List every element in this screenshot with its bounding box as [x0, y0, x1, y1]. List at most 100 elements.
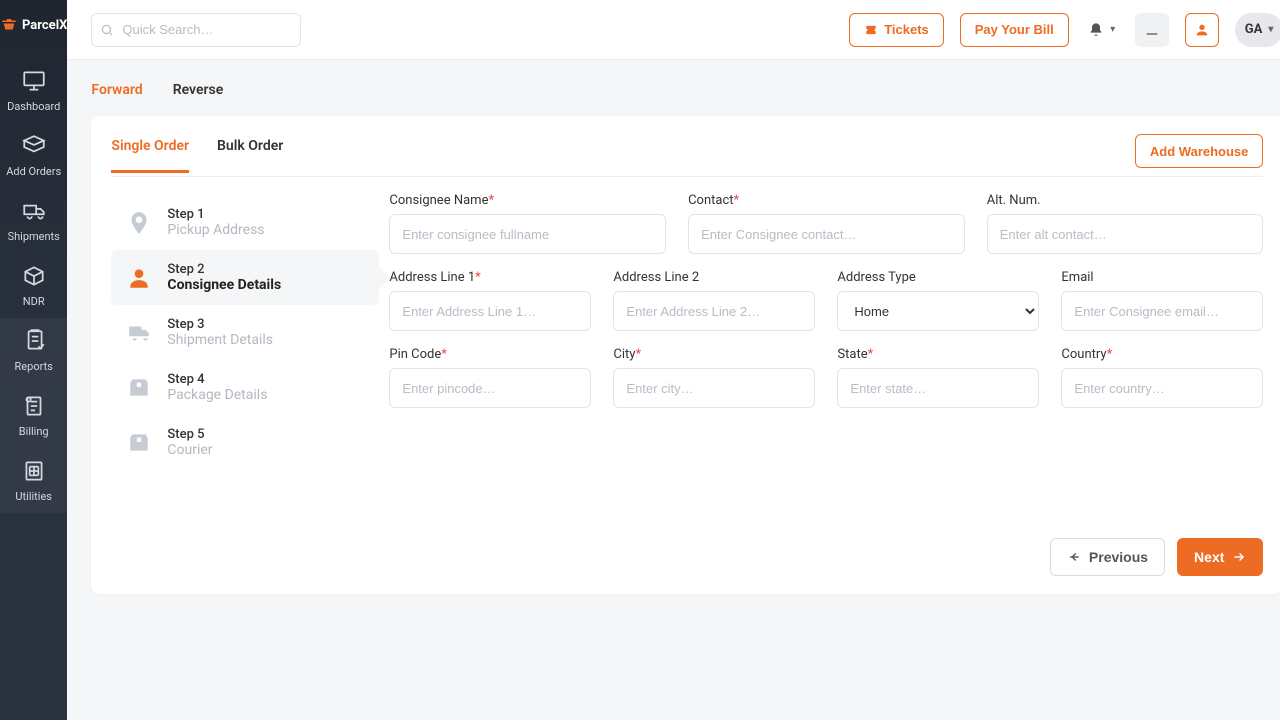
order-card: Single Order Bulk Order Add Warehouse	[91, 116, 1280, 594]
tab-forward[interactable]: Forward	[91, 78, 142, 102]
nav-billing[interactable]: Billing	[0, 383, 67, 448]
field-pincode: Pin Code*	[389, 347, 591, 408]
field-city: City*	[613, 347, 815, 408]
download-button[interactable]	[1135, 13, 1169, 47]
field-alt-num: Alt. Num.	[987, 193, 1264, 254]
step-num: Step 4	[167, 372, 267, 387]
step-label: Pickup Address	[167, 222, 264, 238]
add-warehouse-button[interactable]: Add Warehouse	[1135, 134, 1263, 168]
step-label: Courier	[167, 442, 212, 458]
arrow-right-icon	[1232, 550, 1246, 564]
arrow-left-icon	[1067, 550, 1081, 564]
next-label: Next	[1194, 549, 1224, 565]
field-email: Email	[1061, 270, 1263, 331]
tickets-button[interactable]: Tickets	[849, 13, 944, 47]
previous-label: Previous	[1089, 549, 1148, 565]
step-consignee-details[interactable]: Step 2 Consignee Details	[111, 250, 379, 305]
brand-logo: ParcelX	[0, 16, 67, 34]
consignee-form: Consignee Name* Contact* Alt. Num.	[389, 191, 1263, 576]
select-addr-type[interactable]: Home	[837, 291, 1039, 331]
label-addr-type: Address Type	[837, 270, 1039, 285]
topbar: Tickets Pay Your Bill ▾ GA ▾	[67, 0, 1280, 60]
tab-single-order[interactable]: Single Order	[111, 138, 189, 173]
label-contact: Contact*	[688, 193, 965, 208]
pay-bill-button[interactable]: Pay Your Bill	[960, 13, 1069, 47]
form-footer: Previous Next	[389, 538, 1263, 576]
mode-tabs: Forward Reverse	[91, 78, 1280, 102]
step-courier[interactable]: Step 5 Courier	[111, 415, 379, 470]
label-city: City*	[613, 347, 815, 362]
label-country: Country*	[1061, 347, 1263, 362]
sidebar: ParcelX Dashboard Add Orders Shipments N…	[0, 0, 67, 720]
nav-label: Utilities	[15, 490, 52, 503]
nav-utilities[interactable]: Utilities	[0, 448, 67, 513]
field-country: Country*	[1061, 347, 1263, 408]
label-state: State*	[837, 347, 1039, 362]
nav-ndr[interactable]: NDR	[0, 253, 67, 318]
chevron-down-icon: ▾	[1268, 24, 1273, 35]
tab-reverse[interactable]: Reverse	[173, 78, 224, 102]
location-pin-icon	[125, 209, 153, 237]
download-icon	[1144, 22, 1160, 38]
profile-shortcut-button[interactable]	[1185, 13, 1219, 47]
user-icon	[1194, 22, 1210, 38]
next-button[interactable]: Next	[1177, 538, 1263, 576]
input-email[interactable]	[1061, 291, 1263, 331]
label-addr2: Address Line 2	[613, 270, 815, 285]
content: Forward Reverse Single Order Bulk Order …	[67, 60, 1280, 720]
nav-label: Add Orders	[6, 165, 61, 178]
user-icon	[125, 264, 153, 292]
step-shipment-details[interactable]: Step 3 Shipment Details	[111, 305, 379, 360]
label-addr1: Address Line 1*	[389, 270, 591, 285]
avatar-initials: GA	[1245, 22, 1263, 37]
step-package-details[interactable]: Step 4 Package Details	[111, 360, 379, 415]
search-icon	[100, 23, 114, 37]
input-alt-num[interactable]	[987, 214, 1264, 254]
add-warehouse-label: Add Warehouse	[1150, 144, 1248, 159]
search-input[interactable]	[91, 13, 301, 47]
step-label: Consignee Details	[167, 277, 281, 293]
brand-icon	[0, 16, 18, 34]
input-addr1[interactable]	[389, 291, 591, 331]
step-num: Step 1	[167, 207, 264, 222]
nav-label: Dashboard	[7, 100, 60, 113]
ticket-icon	[864, 23, 878, 37]
user-menu[interactable]: GA ▾	[1235, 13, 1280, 47]
input-state[interactable]	[837, 368, 1039, 408]
nav-label: Reports	[15, 360, 53, 373]
input-pincode[interactable]	[389, 368, 591, 408]
nav-add-orders[interactable]: Add Orders	[0, 123, 67, 188]
nav-label: Billing	[19, 425, 49, 438]
step-pickup-address[interactable]: Step 1 Pickup Address	[111, 195, 379, 250]
previous-button[interactable]: Previous	[1050, 538, 1165, 576]
brand-name: ParcelX	[22, 18, 67, 33]
notifications-button[interactable]: ▾	[1085, 13, 1119, 47]
box-icon	[125, 374, 153, 402]
bell-icon	[1088, 22, 1104, 38]
step-num: Step 3	[167, 317, 273, 332]
step-label: Shipment Details	[167, 332, 273, 348]
field-state: State*	[837, 347, 1039, 408]
input-contact[interactable]	[688, 214, 965, 254]
tab-bulk-order[interactable]: Bulk Order	[217, 138, 283, 164]
stepper: Step 1 Pickup Address Step 2 Consignee D…	[111, 191, 379, 576]
step-label: Package Details	[167, 387, 267, 403]
nav-reports[interactable]: Reports	[0, 318, 67, 383]
pay-bill-label: Pay Your Bill	[975, 22, 1054, 37]
input-consignee-name[interactable]	[389, 214, 666, 254]
label-pincode: Pin Code*	[389, 347, 591, 362]
field-addr1: Address Line 1*	[389, 270, 591, 331]
nav-label: NDR	[23, 295, 45, 308]
nav-dashboard[interactable]: Dashboard	[0, 58, 67, 123]
step-num: Step 2	[167, 262, 281, 277]
input-addr2[interactable]	[613, 291, 815, 331]
field-consignee-name: Consignee Name*	[389, 193, 666, 254]
truck-icon	[125, 319, 153, 347]
input-city[interactable]	[613, 368, 815, 408]
step-num: Step 5	[167, 427, 212, 442]
input-country[interactable]	[1061, 368, 1263, 408]
nav-shipments[interactable]: Shipments	[0, 188, 67, 253]
label-consignee-name: Consignee Name*	[389, 193, 666, 208]
nav-label: Shipments	[8, 230, 60, 243]
chevron-down-icon: ▾	[1110, 24, 1115, 35]
